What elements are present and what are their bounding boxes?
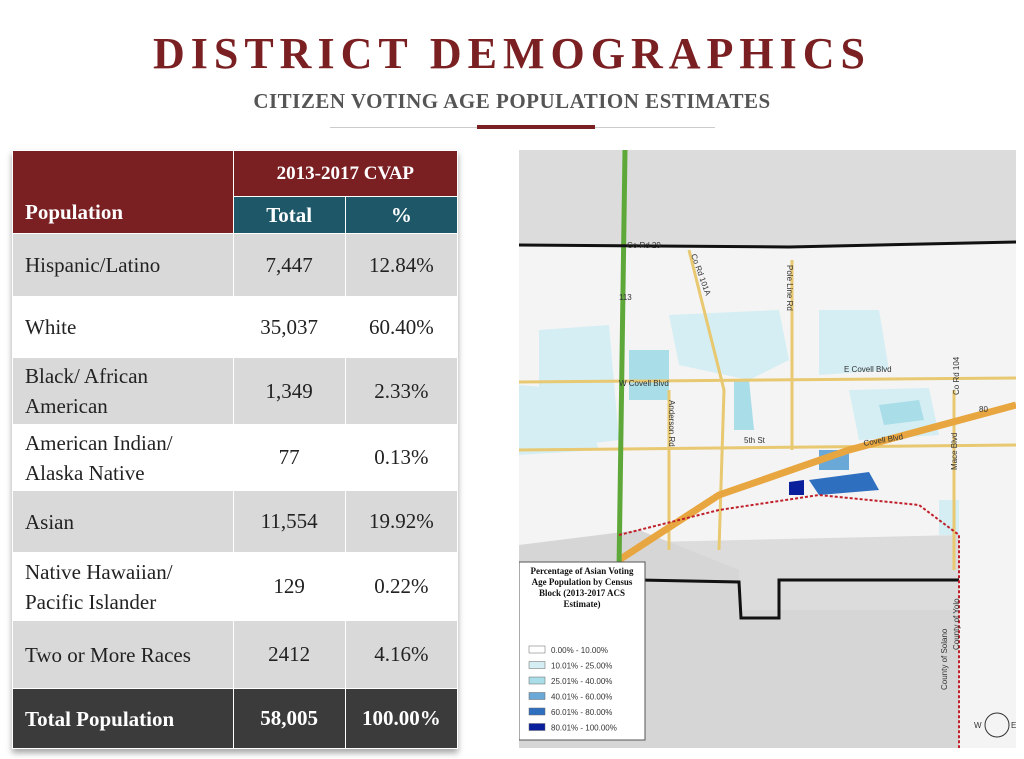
cell: 0.22% bbox=[344, 552, 459, 621]
legend-swatch bbox=[528, 661, 546, 669]
row-label: White bbox=[12, 296, 234, 358]
legend-title: Percentage of Asian Voting Age Populatio… bbox=[530, 566, 634, 609]
table-row: Two or More Races 2412 4.16% bbox=[12, 620, 459, 689]
divider-accent bbox=[477, 125, 595, 129]
table-row: Black/ African American 1,349 2.33% bbox=[12, 357, 459, 425]
legend-swatch bbox=[528, 676, 546, 685]
compass-label: E bbox=[1011, 721, 1016, 730]
group-header: 2013-2017 CVAP bbox=[232, 150, 459, 197]
column-header: Total bbox=[232, 196, 346, 234]
road-label: Co Rd 104 bbox=[952, 356, 961, 395]
legend-label: 25.01% - 40.00% bbox=[551, 677, 612, 686]
cell: 12.84% bbox=[344, 233, 459, 297]
road-label: Pole Line Rd bbox=[785, 265, 794, 311]
cell: 7,447 bbox=[232, 233, 346, 297]
cell: 60.40% bbox=[344, 296, 459, 358]
table-row: Hispanic/Latino 7,447 12.84% bbox=[12, 233, 459, 297]
legend-label: 40.01% - 60.00% bbox=[551, 693, 612, 702]
row-label: Native Hawaiian/ Pacific Islander bbox=[12, 552, 234, 621]
cell: 11,554 bbox=[232, 490, 346, 553]
row-label: Asian bbox=[12, 490, 234, 553]
legend-swatch bbox=[528, 645, 546, 654]
road-label: E Covell Blvd bbox=[844, 365, 892, 374]
legend-swatch bbox=[528, 707, 546, 716]
row-label: Hispanic/Latino bbox=[12, 233, 234, 297]
table-row: Native Hawaiian/ Pacific Islander 129 0.22… bbox=[12, 552, 459, 621]
row-label: Total Population bbox=[12, 688, 234, 749]
road-label: Co Rd 29 bbox=[627, 241, 661, 250]
row-label: Two or More Races bbox=[12, 620, 234, 689]
table-row: Total Population 58,005 100.00% bbox=[12, 688, 459, 749]
cell: 77 bbox=[232, 424, 346, 491]
row-header: Population bbox=[12, 150, 234, 234]
road-label: W Covell Blvd bbox=[619, 379, 669, 388]
table-row: White 35,037 60.40% bbox=[12, 296, 459, 358]
compass-label: W bbox=[974, 721, 982, 730]
road-label: County of Solano bbox=[940, 628, 949, 690]
cell: 4.16% bbox=[344, 620, 459, 689]
road-label: 5th St bbox=[744, 436, 766, 445]
title: DISTRICT DEMOGRAPHICS bbox=[152, 29, 872, 78]
cell: 35,037 bbox=[232, 296, 346, 358]
road-label: 113 bbox=[619, 293, 632, 302]
cell: 129 bbox=[232, 552, 346, 621]
table-row: American Indian/ Alaska Native 77 0.13% bbox=[12, 424, 459, 491]
cell: 0.13% bbox=[344, 424, 459, 491]
row-label: Black/ African American bbox=[12, 357, 234, 425]
road-label: Mace Blvd bbox=[950, 433, 959, 470]
subtitle: CITIZEN VOTING AGE POPULATION ESTIMATES bbox=[253, 89, 771, 113]
cell: 1,349 bbox=[232, 357, 346, 425]
legend-swatch bbox=[528, 723, 546, 731]
cell: 2.33% bbox=[344, 357, 459, 425]
demographics-table: Population 2013-2017 CVAP Total % Hispan… bbox=[12, 150, 459, 749]
cell: 19.92% bbox=[344, 490, 459, 553]
legend-label: 60.01% - 80.00% bbox=[551, 708, 612, 717]
row-label: American Indian/ Alaska Native bbox=[12, 424, 234, 491]
cell: 2412 bbox=[232, 620, 346, 689]
legend-label: 10.01% - 25.00% bbox=[551, 662, 612, 671]
cell: 100.00% bbox=[344, 688, 459, 749]
legend-label: 80.01% - 100.00% bbox=[551, 724, 617, 733]
road-label: County of Yolo bbox=[952, 598, 961, 650]
column-header: % bbox=[344, 196, 459, 234]
road-label: 80 bbox=[979, 405, 988, 414]
table-row: Asian 11,554 19.92% bbox=[12, 490, 459, 553]
legend-title-box: Percentage of Asian Voting Age Populatio… bbox=[530, 566, 634, 609]
legend-label: 0.00% - 10.00% bbox=[551, 646, 608, 655]
cell: 58,005 bbox=[232, 688, 346, 749]
road-label: Anderson Rd bbox=[667, 400, 676, 447]
legend-swatch bbox=[528, 692, 546, 700]
